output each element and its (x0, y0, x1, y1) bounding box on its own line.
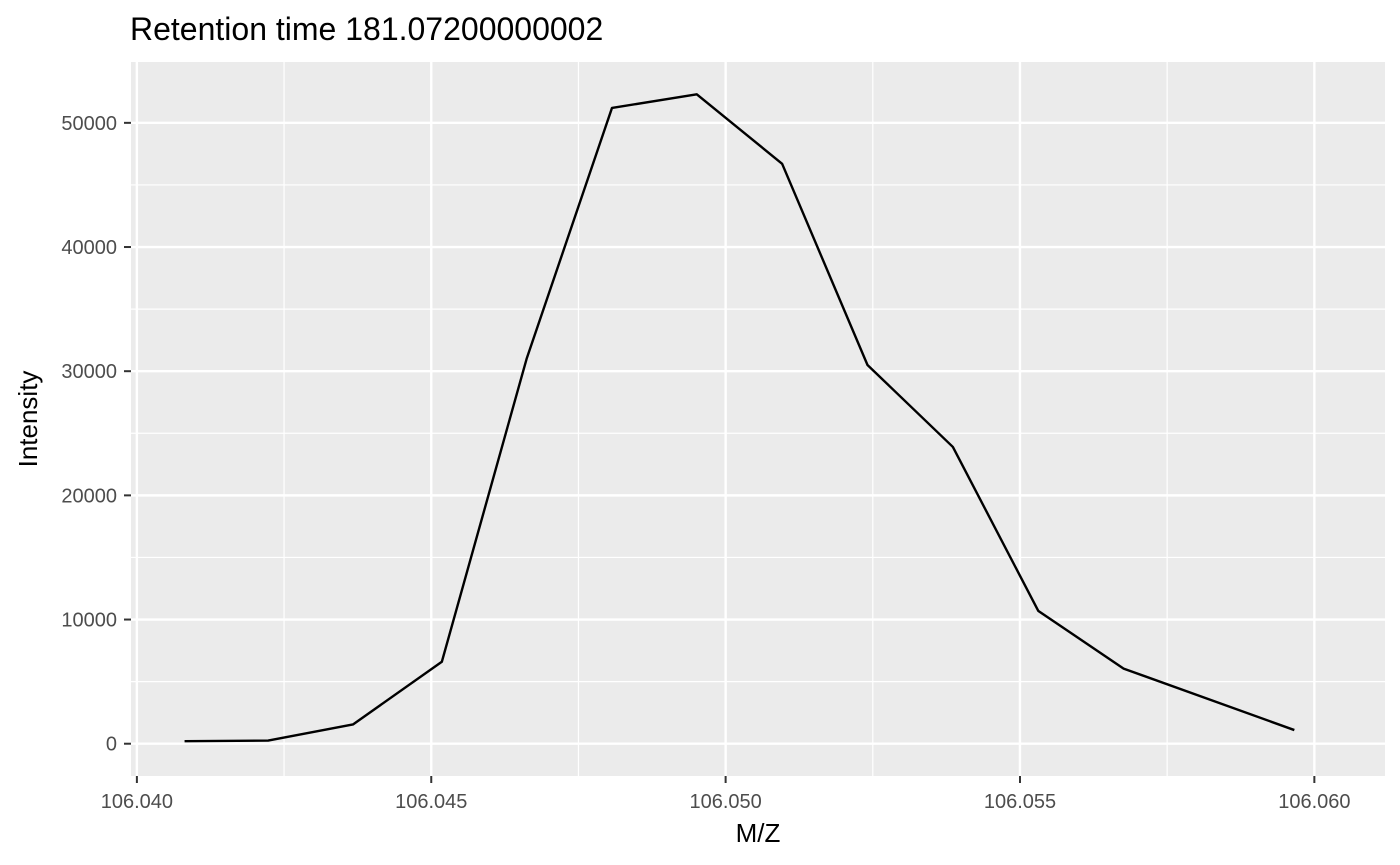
grid-minor (131, 62, 1385, 776)
chart-title: Retention time 181.07200000002 (130, 11, 603, 47)
data-series (184, 93, 1295, 743)
y-tick-label: 20000 (61, 485, 117, 507)
x-tick-label: 106.055 (984, 791, 1056, 813)
series-line (184, 93, 1295, 743)
x-tick-label: 106.045 (395, 791, 467, 813)
y-tick-label: 30000 (61, 361, 117, 383)
x-axis-title: M/Z (736, 818, 781, 848)
x-tick-label: 106.060 (1278, 791, 1350, 813)
plot-panel (131, 62, 1385, 776)
y-tick-label: 10000 (61, 610, 117, 632)
x-tick-label: 106.050 (689, 791, 761, 813)
y-tick-label: 50000 (61, 113, 117, 135)
y-axis: 0 10000 20000 30000 40000 50000 (61, 113, 131, 756)
y-tick-label: 0 (106, 734, 117, 756)
x-axis: 106.040 106.045 106.050 106.055 106.060 (101, 776, 1351, 813)
y-tick-label: 40000 (61, 237, 117, 259)
x-tick-label: 106.040 (101, 791, 173, 813)
grid-major (131, 62, 1385, 776)
y-axis-title: Intensity (13, 371, 43, 468)
